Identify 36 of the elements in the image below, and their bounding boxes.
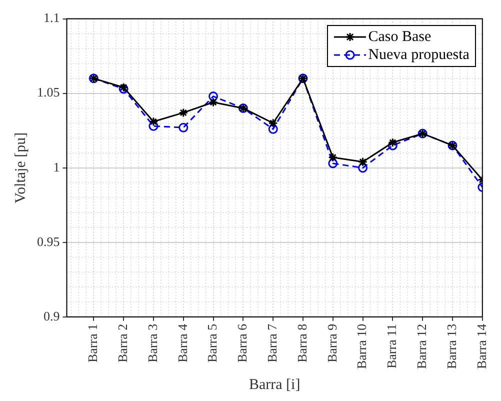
point — [328, 158, 338, 168]
point — [148, 116, 158, 126]
point — [358, 157, 368, 167]
point — [178, 122, 188, 132]
x-tick-label: Barra 12 — [414, 324, 430, 370]
point — [208, 92, 218, 102]
y-axis-title: Voltaje [pu] — [12, 132, 29, 204]
x-tick-label: Barra 7 — [264, 323, 280, 363]
x-tick-label: Barra 8 — [294, 324, 310, 363]
legend-label: Caso Base — [368, 28, 432, 46]
y-tick-label: 1.1 — [44, 10, 60, 26]
point — [148, 121, 158, 131]
point — [358, 163, 368, 173]
x-tick-label: Barra 13 — [444, 324, 459, 370]
x-tick-label: Barra 10 — [354, 324, 370, 370]
x-tick-label: Barra 4 — [174, 323, 190, 363]
y-tick-label: 1 — [53, 159, 60, 174]
x-axis-title: Barra [i] — [248, 376, 300, 393]
y-tick-label: 1.05 — [37, 84, 60, 100]
point — [208, 98, 218, 108]
point — [178, 108, 188, 118]
x-tick-label: Barra 5 — [204, 324, 220, 363]
x-tick-label: Barra 2 — [114, 324, 130, 363]
x-tick-label: Barra 9 — [324, 324, 340, 363]
point — [268, 118, 278, 128]
point — [268, 124, 278, 134]
x-tick-label: Barra 1 — [85, 324, 100, 363]
y-tick-label: 0.95 — [37, 234, 60, 249]
y-tick-label: 0.9 — [44, 308, 60, 324]
point — [388, 138, 398, 148]
x-tick-label: Barra 6 — [234, 323, 250, 363]
point — [328, 152, 338, 162]
x-tick-label: Barra 3 — [144, 324, 160, 363]
x-tick-label: Barra 11 — [384, 324, 400, 369]
legend-label: Nueva propuesta — [368, 46, 470, 64]
x-tick-label: Barra 14 — [474, 323, 489, 370]
